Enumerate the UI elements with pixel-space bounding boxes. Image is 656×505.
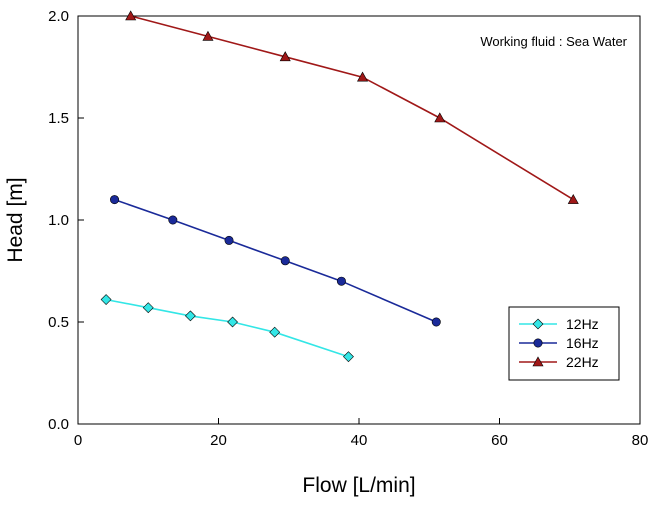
series-line (105, 298, 349, 358)
data-point (280, 256, 290, 266)
x-axis-ticks: 0 20 40 60 80 (74, 418, 649, 449)
data-point (227, 316, 238, 328)
x-tick-label: 60 (491, 432, 508, 449)
series-12hz (100, 294, 354, 363)
data-point (279, 51, 291, 62)
y-tick-label: 0.5 (48, 314, 69, 331)
data-point (100, 294, 112, 305)
y-tick-label: 0.0 (48, 416, 69, 433)
y-tick-label: 1.0 (48, 212, 69, 229)
series-16hz (110, 195, 441, 327)
data-point (142, 302, 154, 314)
x-tick-label: 0 (74, 432, 82, 449)
series-layer (100, 10, 579, 363)
data-point (168, 215, 178, 225)
legend-marker (532, 356, 544, 367)
data-point (202, 30, 214, 41)
x-tick-label: 20 (210, 432, 227, 449)
data-point (269, 326, 281, 338)
legend-label: 12Hz (566, 316, 599, 332)
data-point (343, 351, 354, 363)
x-axis-title: Flow [L/min] (302, 474, 415, 497)
x-tick-label: 40 (351, 432, 368, 449)
data-point (357, 71, 369, 82)
y-axis-ticks: 0.0 0.5 1.0 1.5 2.0 (48, 8, 84, 433)
x-tick-label: 80 (632, 432, 649, 449)
data-point (434, 112, 446, 123)
legend: 12Hz 16Hz 22Hz (508, 306, 620, 381)
data-point (567, 193, 579, 204)
data-point (184, 310, 196, 322)
y-tick-label: 2.0 (48, 8, 69, 25)
legend-marker (533, 338, 543, 348)
legend-item: 22Hz (519, 354, 599, 370)
data-point (110, 195, 120, 205)
data-point (125, 10, 137, 21)
y-tick-label: 1.5 (48, 110, 69, 127)
y-axis-title: Head [m] (4, 177, 27, 262)
legend-label: 22Hz (566, 354, 599, 370)
data-point (224, 235, 234, 245)
series-line (114, 198, 437, 323)
series-22hz (125, 10, 579, 204)
legend-item: 16Hz (519, 335, 599, 351)
data-point (431, 317, 441, 327)
series-line (130, 15, 574, 201)
annotation-working-fluid: Working fluid : Sea Water (480, 34, 627, 49)
legend-marker (532, 318, 544, 330)
legend-label: 16Hz (566, 335, 599, 351)
legend-item: 12Hz (519, 316, 599, 332)
data-point (336, 276, 346, 286)
